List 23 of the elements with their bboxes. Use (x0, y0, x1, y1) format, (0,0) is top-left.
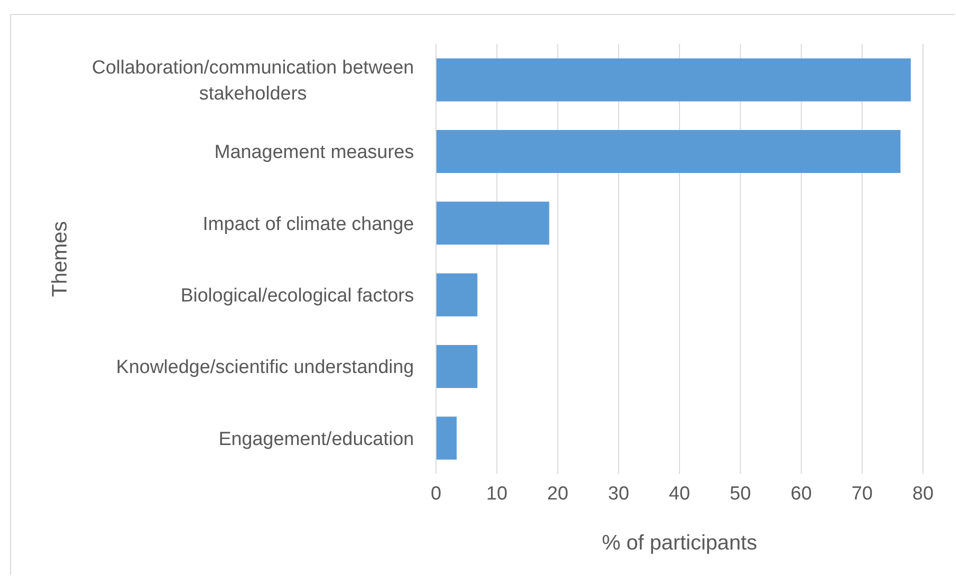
bar (436, 202, 550, 245)
y-tick-label: Impact of climate change (202, 214, 414, 235)
bar (436, 416, 457, 460)
x-tick-label: 20 (547, 483, 568, 504)
y-tick-label: Collaboration/communication between stakeholders (92, 57, 414, 104)
y-tick-label: Management measures (214, 142, 414, 164)
bar (436, 58, 911, 102)
x-tick-label: 0 (430, 483, 442, 504)
x-tick-label: 10 (486, 483, 508, 504)
y-tick-label: Knowledge/scientific understanding (116, 357, 414, 378)
x-tick-label: 30 (608, 483, 630, 504)
bar (436, 345, 478, 388)
x-tick-label: 80 (912, 483, 934, 504)
y-axis-title: Themes (48, 221, 72, 297)
x-tick-label: 50 (730, 483, 751, 504)
y-tick-label: Biological/ecological factors (180, 285, 414, 306)
bar (436, 130, 900, 173)
x-tick-label: 70 (852, 483, 873, 504)
x-tick-label: 40 (668, 483, 690, 504)
bar (436, 273, 478, 316)
x-axis-title: % of participants (602, 532, 758, 554)
x-tick-label: 60 (790, 483, 812, 504)
y-tick-label: Engagement/education (218, 428, 414, 450)
